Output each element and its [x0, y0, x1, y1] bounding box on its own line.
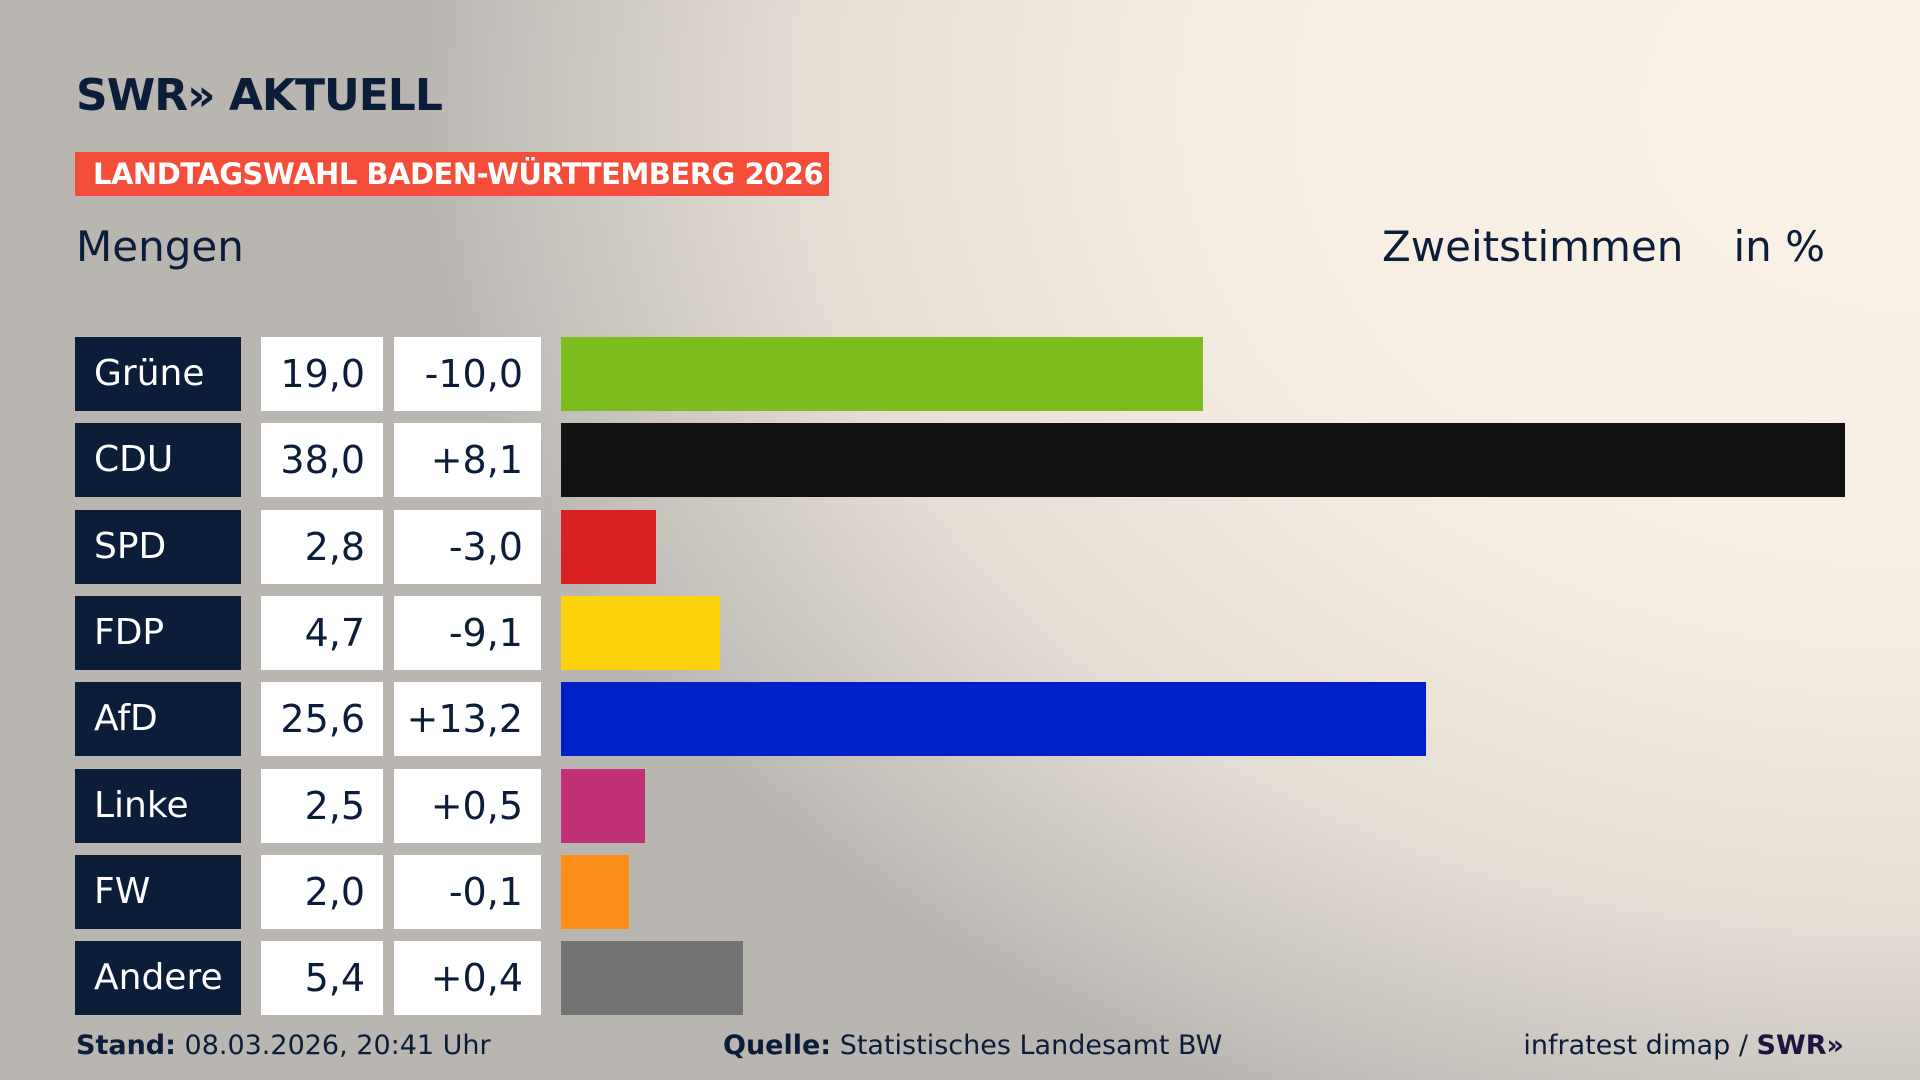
- party-row: FDP 4,7 -9,1: [0, 595, 1920, 670]
- credit-text: infratest dimap /: [1523, 1030, 1748, 1061]
- credit: infratest dimap / SWR»: [1523, 1030, 1844, 1061]
- bar-andere: [561, 941, 744, 1016]
- vote-share: 5,4: [261, 941, 383, 1016]
- bar-grne: [561, 337, 1203, 411]
- party-label: Grüne: [75, 337, 241, 411]
- stand-value: 08.03.2026, 20:41 Uhr: [184, 1030, 491, 1061]
- bar-cdu: [561, 423, 1845, 498]
- party-row: CDU 38,0 +8,1: [0, 423, 1920, 498]
- swr-small-logo: SWR»: [1756, 1030, 1844, 1061]
- party-row: SPD 2,8 -3,0: [0, 509, 1920, 584]
- vote-share: 2,0: [261, 854, 383, 929]
- vote-change: -0,1: [394, 854, 541, 929]
- party-label: SPD: [75, 509, 241, 584]
- election-banner: LANDTAGSWAHL BADEN-WÜRTTEMBERG 2026: [75, 152, 829, 196]
- party-label: AfD: [75, 682, 241, 757]
- vote-share: 25,6: [261, 682, 383, 757]
- vote-share: 19,0: [261, 337, 383, 411]
- vote-change: +0,5: [394, 768, 541, 843]
- party-label: Linke: [75, 768, 241, 843]
- swr-aktuell-logo: SWR» AKTUELL: [76, 70, 443, 121]
- stand-label: Stand:: [76, 1030, 176, 1061]
- source-value: Statistisches Landesamt BW: [839, 1030, 1223, 1061]
- vote-share: 2,5: [261, 768, 383, 843]
- vote-change: +8,1: [394, 423, 541, 498]
- party-row: Linke 2,5 +0,5: [0, 768, 1920, 843]
- party-row: Grüne 19,0 -10,0: [0, 337, 1920, 411]
- party-label: FDP: [75, 595, 241, 670]
- party-label: CDU: [75, 423, 241, 498]
- municipality-title: Mengen: [76, 222, 244, 271]
- measure-label: Zweitstimmen: [1382, 222, 1684, 271]
- party-label: FW: [75, 854, 241, 929]
- source: Quelle: Statistisches Landesamt BW: [723, 1030, 1222, 1061]
- bar-fdp: [561, 595, 720, 670]
- party-row: FW 2,0 -0,1: [0, 854, 1920, 929]
- vote-change: -3,0: [394, 509, 541, 584]
- party-row: AfD 25,6 +13,2: [0, 682, 1920, 757]
- vote-share: 38,0: [261, 423, 383, 498]
- bar-fw: [561, 854, 629, 929]
- bar-afd: [561, 682, 1426, 757]
- party-row: Andere 5,4 +0,4: [0, 941, 1920, 1016]
- party-label: Andere: [75, 941, 241, 1016]
- vote-change: +13,2: [394, 682, 541, 757]
- bar-linke: [561, 768, 646, 843]
- vote-change: -10,0: [394, 337, 541, 411]
- vote-share: 2,8: [261, 509, 383, 584]
- unit-label: in %: [1733, 222, 1825, 271]
- timestamp: Stand: 08.03.2026, 20:41 Uhr: [76, 1030, 491, 1061]
- vote-change: -9,1: [394, 595, 541, 670]
- bar-spd: [561, 509, 656, 584]
- source-label: Quelle:: [723, 1030, 832, 1061]
- vote-share: 4,7: [261, 595, 383, 670]
- vote-change: +0,4: [394, 941, 541, 1016]
